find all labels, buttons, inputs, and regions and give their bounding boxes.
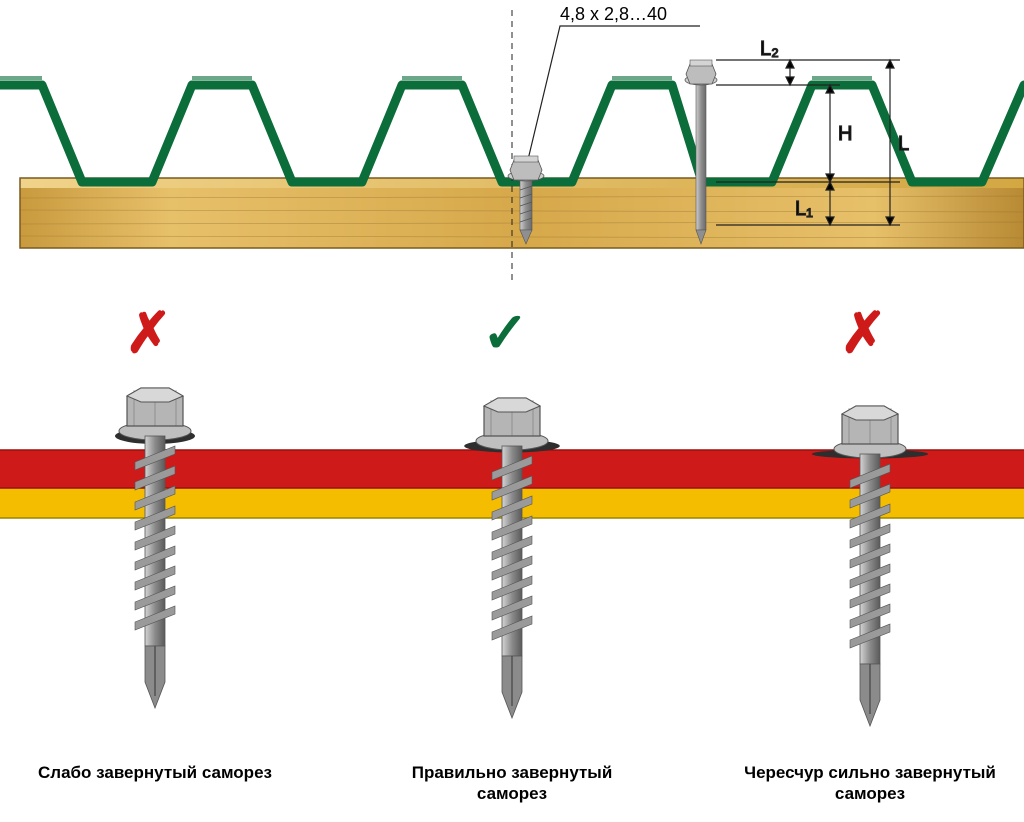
caption-loose: Слабо завернутый саморез: [25, 762, 285, 783]
mark-x-left: ✗: [125, 300, 172, 366]
top-panel: 4,8 х 2,8…40: [0, 0, 1024, 300]
dim-L2: L₂: [760, 38, 779, 60]
screw-correct: [464, 398, 560, 718]
screw-loose: [115, 388, 195, 708]
dim-L: L: [898, 133, 909, 155]
caption-correct: Правильно завернутый саморез: [382, 762, 642, 805]
mark-check: ✓: [482, 300, 529, 366]
bottom-panel: [0, 310, 1024, 780]
dim-L1: L₁: [795, 198, 813, 220]
dim-H: H: [838, 123, 852, 145]
diagram-stage: 4,8 х 2,8…40: [0, 0, 1024, 822]
mark-x-right: ✗: [840, 300, 887, 366]
spec-label: 4,8 х 2,8…40: [560, 4, 667, 24]
caption-over: Чересчур сильно завернутый саморез: [740, 762, 1000, 805]
screw-over: [812, 406, 928, 726]
